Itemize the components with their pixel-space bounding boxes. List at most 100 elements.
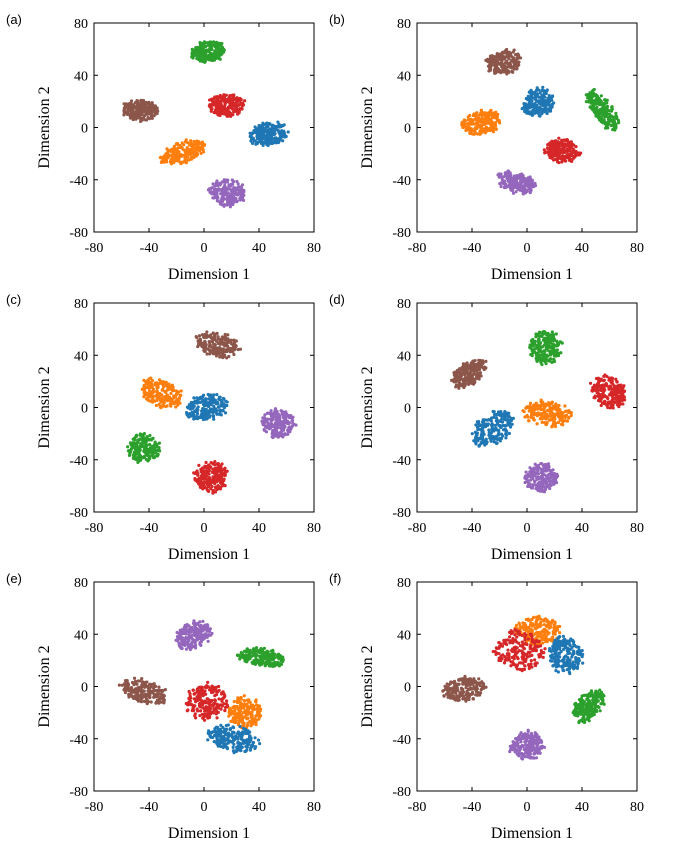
scatter-point [134,110,138,114]
scatter-points [122,40,290,209]
scatter-point [569,140,573,144]
scatter-point [542,484,547,489]
scatter-point [223,344,227,348]
scatter-point [205,474,209,478]
scatter-point [155,396,159,401]
scatter-point [171,152,175,156]
scatter-point [607,112,612,116]
scatter-point [212,462,216,466]
scatter-point [175,148,179,153]
scatter-point [198,48,202,53]
scatter-point [500,424,504,428]
scatter-point [286,429,290,433]
scatter-point [544,104,548,109]
scatter-point [532,185,536,189]
scatter-point [463,366,467,370]
scatter-point [603,394,607,398]
y-axis-title: Dimension 2 [359,366,376,448]
scatter-point [274,434,278,438]
scatter-point [261,143,265,147]
scatter-point [490,120,494,124]
scatter-point [184,411,189,415]
scatter-point [189,413,194,418]
scatter-point [569,411,573,415]
scatter-point [483,126,487,131]
scatter-point [476,438,480,442]
scatter-point [211,196,215,200]
scatter-point [610,105,614,109]
scatter-point [608,393,612,397]
scatter-point [205,464,209,468]
scatter-point [268,122,272,126]
scatter-point [203,485,207,489]
scatter-point [220,462,224,466]
scatter-point [150,452,154,456]
scatter-point [242,193,246,197]
y-tick-label: -40 [69,174,88,189]
scatter-point [270,424,274,428]
scatter-point [219,108,223,112]
scatter-point [510,66,514,70]
scatter-point [215,331,219,335]
scatter-point [561,147,565,151]
scatter-point [138,119,143,124]
scatter-point [228,348,232,352]
scatter-point [607,378,611,382]
scatter-point [132,450,137,454]
scatter-point [220,409,225,413]
scatter-point [218,339,222,343]
scatter-point [535,359,539,364]
scatter-point [229,102,234,107]
scatter-point [226,100,230,104]
scatter-point [220,45,224,49]
scatter-point [164,153,168,157]
scatter-point [543,359,547,364]
scatter-point [591,88,595,92]
scatter-point [475,120,479,124]
scatter-point [558,340,562,344]
scatter-point [271,418,275,422]
scatter-point [162,400,166,405]
scatter-point [504,429,508,433]
scatter-point [169,404,173,408]
scatter-point [607,119,611,124]
scatter-point [480,440,484,444]
scatter-point [538,406,542,411]
scatter-point [518,180,523,185]
x-axis-title: Dimension 1 [491,546,573,563]
scatter-point [529,339,534,343]
scatter-point [511,179,515,183]
scatter-point [279,409,283,413]
scatter-point [487,69,491,73]
x-tick-label: 0 [524,241,531,256]
x-tick-label: 0 [201,521,208,536]
scatter-point [216,54,220,59]
scatter-point [239,185,244,190]
scatter-point [503,171,507,175]
scatter-point [533,408,537,412]
scatter-point [195,152,200,157]
scatter-point [547,414,551,418]
scatter-point [615,380,619,384]
scatter-point [151,387,155,391]
scatter-point [540,417,544,421]
scatter-point [499,69,504,73]
scatter-point [190,149,194,153]
scatter-point [192,155,196,159]
scatter-point [549,471,553,475]
scatter-point [162,160,166,164]
scatter-point [614,391,618,395]
scatter-point [213,345,217,349]
scatter-point [191,406,195,410]
scatter-point [221,396,226,401]
scatter-point [213,459,217,464]
scatter-point [466,375,470,379]
scatter-point [538,91,542,95]
scatter-point [136,103,140,107]
scatter-point [222,93,226,97]
scatter-point [476,362,480,366]
scatter-point [544,417,548,421]
scatter-point [589,106,593,110]
scatter-point [263,135,267,140]
scatter-point [132,456,136,461]
